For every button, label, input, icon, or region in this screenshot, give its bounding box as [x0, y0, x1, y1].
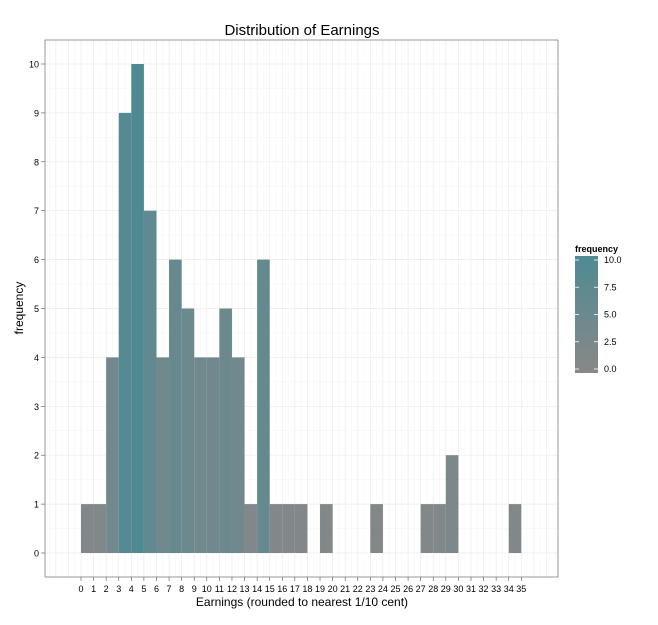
x-tick-label: 15 [265, 584, 275, 594]
y-tick-label: 0 [34, 549, 39, 559]
bar-34 [508, 504, 522, 553]
x-tick-label: 35 [516, 584, 526, 594]
x-tick-label: 22 [353, 584, 363, 594]
x-tick-label: 18 [302, 584, 312, 594]
y-tick-label: 9 [34, 108, 39, 118]
y-axis-label: frequency [12, 282, 26, 335]
x-tick-label: 26 [403, 584, 413, 594]
bar-27 [420, 504, 434, 553]
bar-29 [445, 455, 459, 553]
x-tick-label: 9 [192, 584, 197, 594]
bar-2 [106, 357, 119, 553]
x-tick-label: 27 [416, 584, 426, 594]
x-tick-label: 19 [315, 584, 325, 594]
y-tick-label: 6 [34, 255, 39, 265]
x-tick-label: 25 [390, 584, 400, 594]
bar-4 [131, 64, 144, 553]
x-axis-label: Earnings (rounded to nearest 1/10 cent) [196, 595, 408, 609]
x-tick-label: 11 [215, 584, 224, 594]
bar-5 [143, 210, 157, 553]
bar-23 [370, 504, 383, 553]
x-tick-label: 1 [91, 584, 96, 594]
legend-label: 7.5 [604, 282, 617, 292]
x-axis-ticks: 0 1 2 3 4 5 6 7 8 9 10 11 12 13 14 15 16 17 18 19 20 21 22 23 24… [78, 577, 526, 594]
x-tick-label: 0 [78, 584, 83, 594]
bar-1 [93, 504, 107, 553]
x-tick-label: 6 [154, 584, 159, 594]
y-tick-label: 10 [29, 60, 39, 70]
x-tick-label: 7 [167, 584, 172, 594]
x-tick-label: 4 [129, 584, 134, 594]
x-tick-label: 13 [240, 584, 250, 594]
bar-7 [169, 259, 182, 553]
x-tick-label: 3 [116, 584, 121, 594]
x-tick-label: 32 [479, 584, 489, 594]
bar-0 [81, 504, 94, 553]
y-tick-label: 3 [34, 402, 39, 412]
legend-colorbar [575, 256, 598, 373]
bar-3 [118, 112, 132, 554]
y-axis-ticks: 0 1 2 3 4 5 6 7 8 9 10 [29, 60, 45, 559]
bar-17 [294, 504, 308, 553]
x-tick-label: 17 [290, 584, 300, 594]
y-tick-label: 7 [34, 206, 39, 216]
x-tick-label: 28 [428, 584, 438, 594]
x-tick-label: 21 [340, 584, 350, 594]
legend-title: frequency [575, 244, 618, 254]
bar-6 [156, 357, 170, 553]
x-tick-label: 16 [277, 584, 287, 594]
chart-title: Distribution of Earnings [224, 22, 379, 39]
legend-label: 5.0 [604, 310, 617, 320]
y-tick-label: 1 [34, 500, 39, 510]
x-tick-label: 10 [202, 584, 212, 594]
x-tick-label: 24 [378, 584, 388, 594]
y-tick-label: 2 [34, 451, 39, 461]
bar-11 [219, 308, 232, 553]
y-tick-label: 5 [34, 304, 39, 314]
bar-14 [257, 259, 270, 553]
bar-19 [320, 504, 333, 553]
legend-label: 0.0 [604, 364, 617, 374]
x-tick-label: 33 [491, 584, 501, 594]
legend-label: 2.5 [604, 337, 617, 347]
y-tick-label: 8 [34, 157, 39, 167]
x-tick-label: 2 [104, 584, 109, 594]
bar-28 [433, 504, 446, 553]
bar-10 [206, 357, 220, 553]
y-tick-label: 4 [34, 353, 39, 363]
legend: frequency 10.0 7.5 5.0 2.5 0.0 [575, 244, 622, 374]
x-tick-label: 31 [466, 584, 476, 594]
bar-15 [269, 504, 283, 553]
x-tick-label: 23 [365, 584, 375, 594]
x-tick-label: 34 [504, 584, 514, 594]
legend-label: 10.0 [604, 255, 622, 265]
x-tick-label: 30 [453, 584, 463, 594]
x-tick-label: 20 [328, 584, 338, 594]
x-tick-label: 5 [141, 584, 146, 594]
bar-13 [244, 504, 258, 553]
x-tick-label: 29 [441, 584, 451, 594]
x-tick-label: 8 [179, 584, 184, 594]
bar-9 [194, 357, 207, 553]
x-tick-label: 12 [227, 584, 237, 594]
bar-12 [231, 357, 245, 553]
legend-labels: 10.0 7.5 5.0 2.5 0.0 [575, 255, 622, 374]
bar-8 [181, 308, 195, 553]
bars [81, 64, 522, 554]
x-tick-label: 14 [252, 584, 262, 594]
bar-16 [282, 504, 295, 553]
